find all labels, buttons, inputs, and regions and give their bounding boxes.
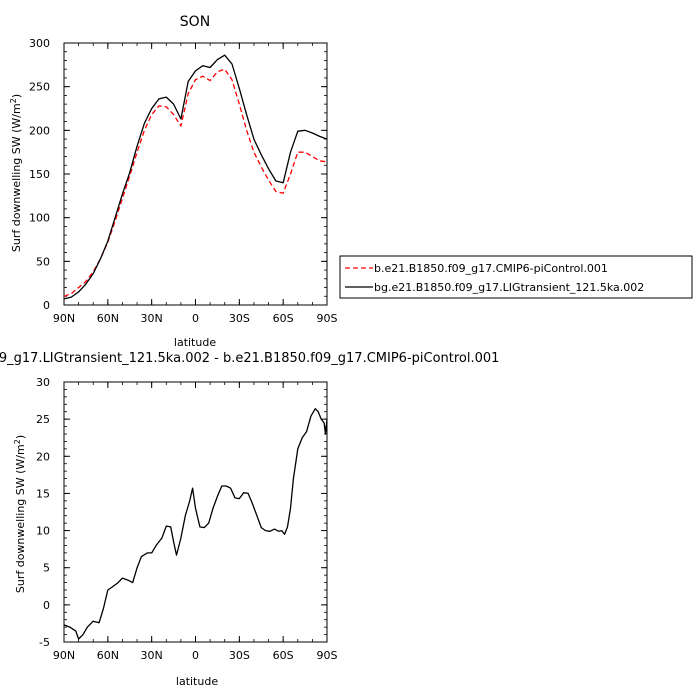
y-tick-label: 30 (36, 376, 50, 389)
x-tick-label: 30N (141, 649, 163, 662)
x-tick-label: 60N (97, 649, 119, 662)
y-axis-label-tail: ) (10, 94, 23, 98)
x-tick-label: 60N (97, 312, 119, 325)
legend-label-pi: b.e21.B1850.f09_g17.CMIP6-piControl.001 (374, 262, 608, 275)
series-line-1 (63, 54, 328, 300)
y-tick-label: 0 (43, 299, 50, 312)
legend-box (339, 255, 693, 299)
y-tick-label: 150 (29, 168, 50, 181)
y-tick-label: 100 (29, 212, 50, 225)
x-tick-label: 0 (192, 649, 199, 662)
x-tick-label: 90N (53, 649, 75, 662)
legend-label-lig: bg.e21.B1850.f09_g17.LIGtransient_121.5k… (374, 281, 644, 294)
y-tick-label: 10 (36, 525, 50, 538)
x-tick-label: 30N (141, 312, 163, 325)
x-axis-label: latitude (174, 336, 216, 349)
y-axis-label-main: Surf downwelling SW (W/m (10, 103, 23, 252)
y-axis-label-tail: ) (14, 435, 27, 439)
y-axis-label-sup: 2 (13, 439, 22, 444)
y-tick-label: 25 (36, 413, 50, 426)
x-tick-label: 30S (229, 312, 250, 325)
y-tick-label: 50 (36, 255, 50, 268)
y-tick-label: -5 (39, 636, 50, 649)
y-tick-label: 250 (29, 81, 50, 94)
x-tick-label: 90S (317, 649, 338, 662)
y-axis-label: Surf downwelling SW (W/m2) (9, 94, 23, 252)
plot-frame (63, 42, 328, 306)
chart-panel-bottom: bg.e21.B1850.f09_g17.LIGtransient_121.5k… (0, 351, 499, 688)
plot-area: 90N 60N 30N 0 30S 60S 90S -5 0 5 10 15 20 25 30 (36, 376, 338, 662)
x-axis-label: latitude (176, 675, 218, 688)
x-tick-label: 60S (273, 649, 294, 662)
chart-title: bg.e21.B1850.f09_g17.LIGtransient_121.5k… (0, 351, 499, 366)
x-tick-label: 90N (53, 312, 75, 325)
chart-panel-top: SON 90N 60N 30N 0 30S 60S 90S 0 50 100 150 200 250 30… (9, 14, 338, 349)
y-tick-label: 200 (29, 124, 50, 137)
chart-title: SON (180, 14, 210, 30)
x-tick-label: 0 (192, 312, 199, 325)
y-axis-label-sup: 2 (9, 98, 18, 103)
y-axis-label-main: Surf downwelling SW (W/m (14, 444, 27, 593)
x-tick-label: 90S (317, 312, 338, 325)
plot-area: 90N 60N 30N 0 30S 60S 90S 0 50 100 150 200 250 300 (29, 37, 338, 325)
y-tick-label: 0 (43, 599, 50, 612)
y-axis-label: Surf downwelling SW (W/m2) (13, 435, 27, 593)
legend: b.e21.B1850.f09_g17.CMIP6-piControl.001 … (339, 255, 693, 299)
x-tick-label: 60S (273, 312, 294, 325)
y-tick-label: 5 (43, 562, 50, 575)
x-tick-label: 30S (229, 649, 250, 662)
series-line-0 (63, 68, 328, 297)
plot-frame (63, 381, 328, 643)
y-tick-label: 300 (29, 37, 50, 50)
y-tick-label: 20 (36, 450, 50, 463)
y-tick-label: 15 (36, 487, 50, 500)
series-line-0 (63, 408, 328, 640)
